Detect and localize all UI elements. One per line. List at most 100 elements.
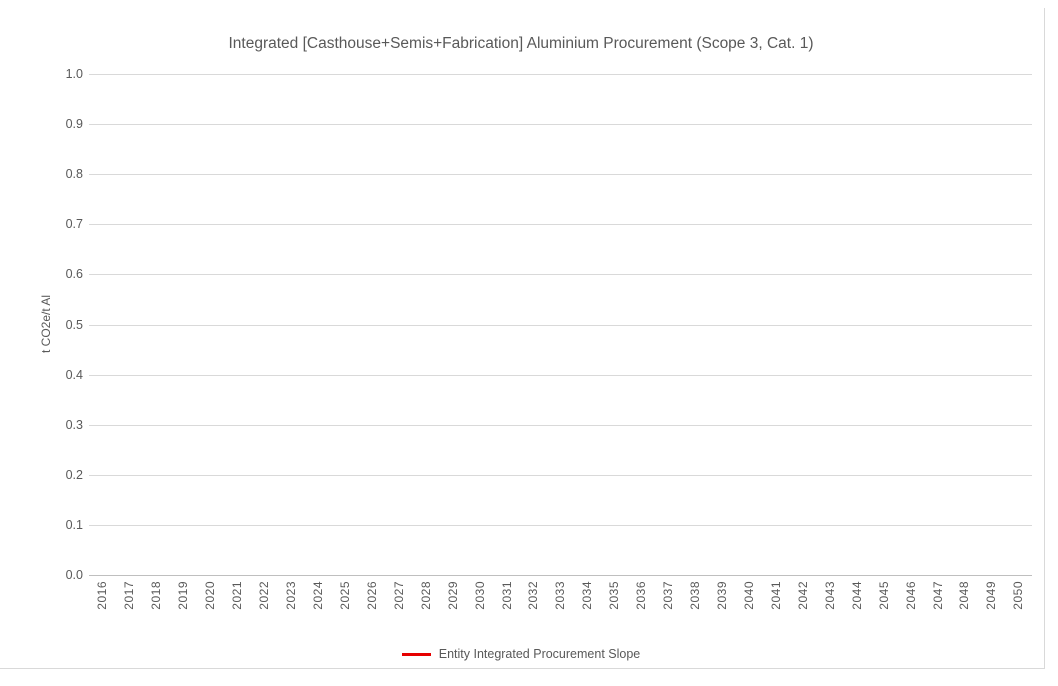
x-tick-label: 2036 <box>634 581 649 610</box>
x-tick: 2026 <box>358 581 385 623</box>
x-tick-label: 2026 <box>364 581 379 610</box>
x-tick: 2034 <box>574 581 601 623</box>
gridline <box>89 174 1032 176</box>
x-tick: 2027 <box>385 581 412 623</box>
x-tick: 2035 <box>601 581 628 623</box>
x-tick: 2039 <box>709 581 736 623</box>
chart-frame: Integrated [Casthouse+Semis+Fabrication]… <box>0 8 1045 669</box>
x-axis-line <box>89 575 1032 576</box>
x-tick-label: 2029 <box>445 581 460 610</box>
x-tick-label: 2025 <box>337 581 352 610</box>
y-tick-label: 0.3 <box>65 417 83 432</box>
x-tick-label: 2048 <box>957 581 972 610</box>
x-tick-label: 2016 <box>95 581 110 610</box>
x-tick: 2049 <box>978 581 1005 623</box>
x-tick: 2017 <box>116 581 143 623</box>
y-tick-label: 0.1 <box>65 517 83 532</box>
plot-area <box>89 74 1032 576</box>
x-tick-label: 2035 <box>607 581 622 610</box>
x-tick-label: 2049 <box>984 581 999 610</box>
x-tick-label: 2045 <box>876 581 891 610</box>
gridline <box>89 374 1032 376</box>
y-tick-label: 0.2 <box>65 467 83 482</box>
x-tick: 2037 <box>655 581 682 623</box>
x-tick: 2021 <box>224 581 251 623</box>
gridline <box>89 224 1032 226</box>
y-tick-label: 0.6 <box>65 267 83 282</box>
x-tick-label: 2021 <box>230 581 245 610</box>
x-tick-label: 2046 <box>903 581 918 610</box>
y-tick-label: 0.4 <box>65 367 83 382</box>
x-tick: 2028 <box>412 581 439 623</box>
x-tick: 2032 <box>520 581 547 623</box>
x-tick-label: 2020 <box>203 581 218 610</box>
x-tick: 2045 <box>870 581 897 623</box>
x-tick-label: 2024 <box>310 581 325 610</box>
x-tick: 2023 <box>278 581 305 623</box>
x-tick: 2033 <box>547 581 574 623</box>
legend: Entity Integrated Procurement Slope <box>0 647 1043 661</box>
gridline <box>89 124 1032 126</box>
y-tick-label: 0.7 <box>65 217 83 232</box>
x-tick: 2047 <box>924 581 951 623</box>
x-tick-label: 2040 <box>741 581 756 610</box>
x-tick-label: 2033 <box>553 581 568 610</box>
x-tick-label: 2050 <box>1011 581 1026 610</box>
x-tick: 2043 <box>816 581 843 623</box>
x-axis-ticks: 2016 2017 2018 2019 2020 2021 2022 2023 2024 2025… <box>89 581 1032 623</box>
x-tick-label: 2018 <box>149 581 164 610</box>
x-tick-label: 2043 <box>822 581 837 610</box>
x-tick: 2042 <box>789 581 816 623</box>
x-tick: 2024 <box>305 581 332 623</box>
x-tick-label: 2032 <box>526 581 541 610</box>
x-tick-label: 2031 <box>499 581 514 610</box>
x-tick: 2018 <box>143 581 170 623</box>
x-tick: 2020 <box>197 581 224 623</box>
x-tick: 2048 <box>951 581 978 623</box>
x-tick: 2040 <box>736 581 763 623</box>
x-tick: 2030 <box>466 581 493 623</box>
legend-line-marker <box>401 652 431 656</box>
y-tick-label: 1.0 <box>65 66 83 81</box>
x-tick: 2050 <box>1005 581 1032 623</box>
x-tick-label: 2041 <box>768 581 783 610</box>
y-tick-label: 0.0 <box>65 567 83 582</box>
y-tick-label: 0.9 <box>65 116 83 131</box>
gridline <box>89 424 1032 426</box>
x-tick: 2044 <box>843 581 870 623</box>
y-axis-ticks: 1.0 0.9 0.8 0.7 0.6 0.5 0.4 0.3 0.2 0.1 0.0 <box>37 68 83 581</box>
x-tick: 2031 <box>493 581 520 623</box>
x-tick: 2019 <box>170 581 197 623</box>
x-tick-label: 2027 <box>391 581 406 610</box>
x-tick-label: 2028 <box>418 581 433 610</box>
gridline <box>89 74 1032 75</box>
x-tick: 2022 <box>251 581 278 623</box>
y-tick-label: 0.8 <box>65 166 83 181</box>
x-tick-label: 2039 <box>715 581 730 610</box>
y-tick-label: 0.5 <box>65 317 83 332</box>
x-tick-label: 2017 <box>122 581 137 610</box>
x-tick-label: 2034 <box>580 581 595 610</box>
chart-title: Integrated [Casthouse+Semis+Fabrication]… <box>228 35 814 52</box>
gridline <box>89 474 1032 476</box>
x-tick-label: 2038 <box>688 581 703 610</box>
x-tick-label: 2030 <box>472 581 487 610</box>
x-tick-label: 2042 <box>795 581 810 610</box>
x-tick: 2041 <box>762 581 789 623</box>
x-tick: 2029 <box>439 581 466 623</box>
x-tick: 2025 <box>331 581 358 623</box>
x-tick: 2046 <box>897 581 924 623</box>
x-tick-label: 2037 <box>661 581 676 610</box>
x-tick: 2016 <box>89 581 116 623</box>
x-tick-label: 2022 <box>257 581 272 610</box>
gridline <box>89 324 1032 326</box>
x-tick-label: 2019 <box>176 581 191 610</box>
x-tick-label: 2047 <box>930 581 945 610</box>
x-tick-label: 2044 <box>849 581 864 610</box>
x-tick: 2038 <box>682 581 709 623</box>
legend-label: Entity Integrated Procurement Slope <box>438 647 641 661</box>
x-tick-label: 2023 <box>284 581 299 610</box>
gridline <box>89 274 1032 276</box>
x-tick: 2036 <box>628 581 655 623</box>
gridline <box>89 524 1032 526</box>
